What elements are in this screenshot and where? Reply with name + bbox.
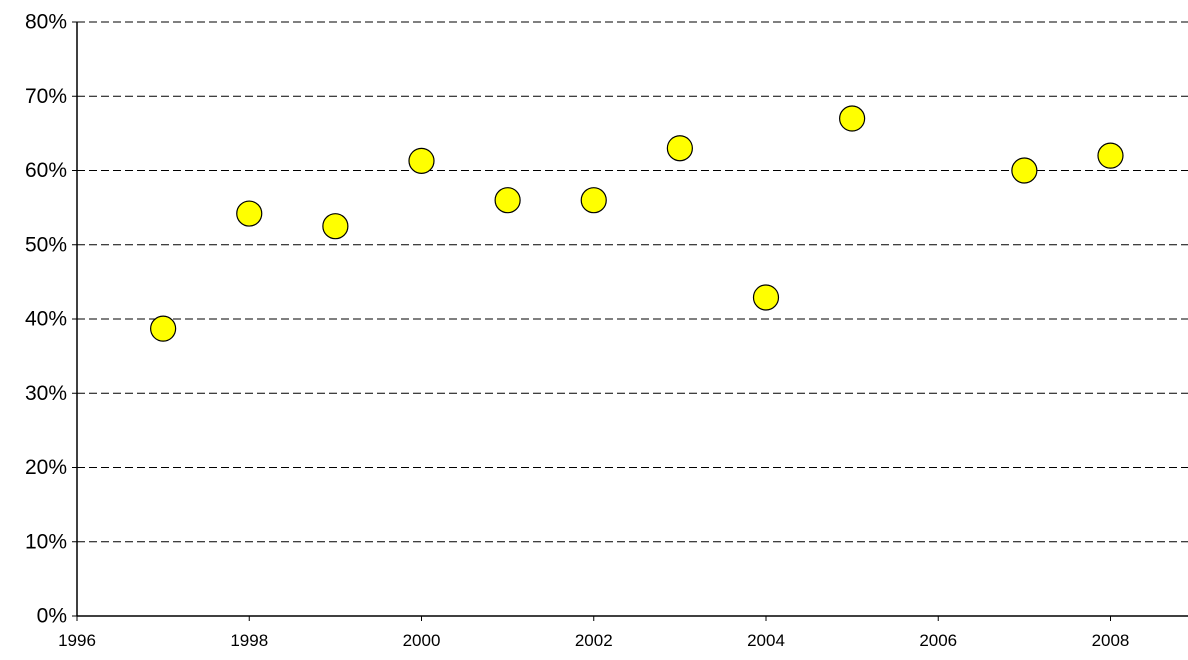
axes (72, 21, 1188, 621)
data-point (322, 213, 349, 240)
y-tick-label: 50% (25, 233, 67, 256)
data-points (150, 105, 1124, 342)
data-point (408, 147, 435, 174)
x-axis-tick-labels: 1996 1998 2000 2002 2004 2006 2008 (58, 631, 1129, 650)
data-point (752, 284, 780, 311)
data-point (1097, 142, 1124, 169)
x-tick-label: 2002 (575, 631, 613, 650)
y-tick-label: 80% (25, 11, 67, 34)
x-tick-label: 2008 (1092, 631, 1130, 650)
data-point (666, 135, 693, 162)
data-point (839, 105, 866, 132)
y-tick-label: 40% (25, 308, 67, 331)
data-point (150, 315, 177, 342)
data-point (236, 200, 263, 227)
x-tick-label: 2000 (403, 631, 441, 650)
data-point (580, 187, 607, 214)
y-tick-label: 20% (25, 456, 67, 479)
y-tick-label: 60% (25, 159, 67, 182)
x-tick-label: 1998 (230, 631, 268, 650)
grid-lines (77, 21, 1188, 543)
x-tick-label: 2004 (747, 631, 785, 650)
y-tick-label: 30% (25, 382, 67, 405)
data-point (494, 187, 521, 214)
y-tick-label: 0% (37, 605, 67, 628)
x-tick-label: 1996 (58, 631, 96, 650)
y-tick-label: 10% (25, 530, 67, 553)
x-tick-label: 2006 (919, 631, 957, 650)
data-point (1011, 157, 1038, 184)
y-tick-label: 70% (25, 85, 67, 108)
y-axis-tick-labels: 0% 10% 20% 30% 40% 50% 60% 70% 80% (25, 11, 67, 628)
